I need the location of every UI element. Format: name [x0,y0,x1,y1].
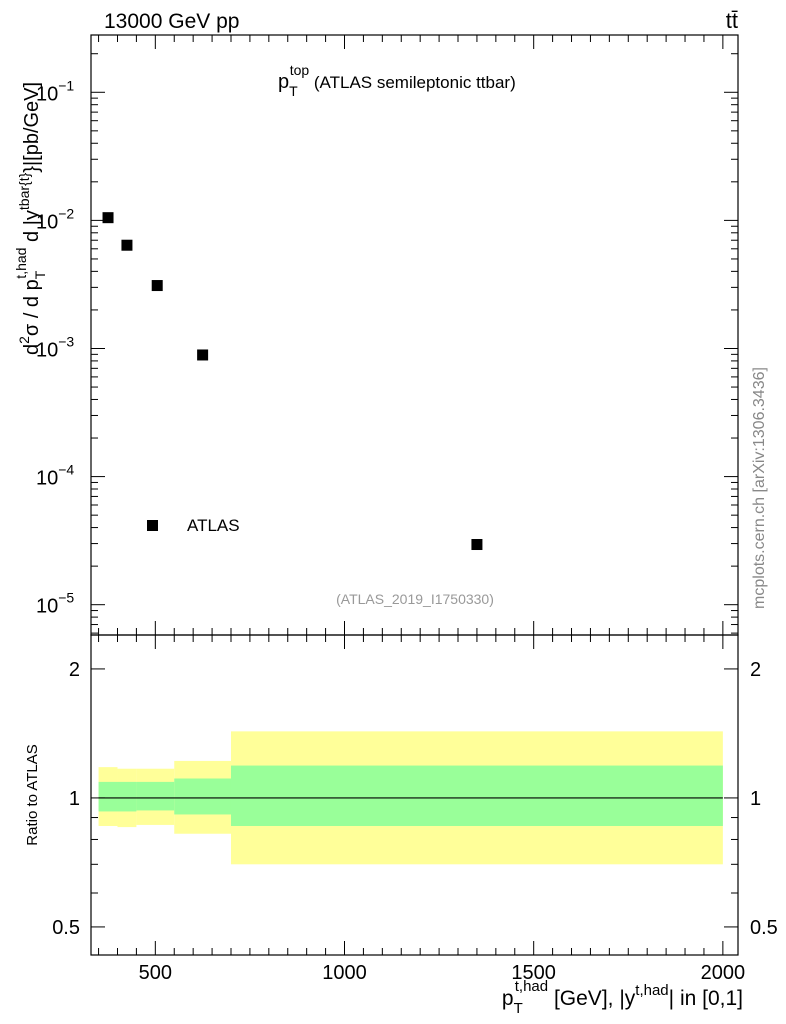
ratio-y-ticks: 0.5 0.5 1 1 2 2 [52,659,778,939]
x-axis-label: pTt,had [GeV], |yt,had| in [0,1] [502,978,743,1017]
x-tick-label: 1000 [322,962,367,984]
main-y-tick-label: 10−2 [36,205,74,233]
stat-uncertainty-band [174,778,231,815]
main-y-tick-label: 10−5 [36,590,74,618]
energy-label: 13000 GeV pp [104,10,239,33]
title-sub: T [289,83,298,99]
main-x-ticks [98,35,724,635]
ratio-y-tick-label: 0.5 [52,917,80,939]
stat-uncertainty-band [117,781,137,812]
main-y-ticks: 10−1 10−2 10−3 10−4 10−5 [36,53,738,634]
ratio-y-tick-label-right: 0.5 [750,917,778,939]
title-p: p [278,71,289,93]
ratio-y-tick-label-right: 1 [750,788,761,810]
ratio-y-tick-label-right: 2 [750,659,761,681]
data-point [151,280,163,292]
stat-uncertainty-band [136,781,175,811]
stat-uncertainty-band [230,765,723,827]
data-point [102,212,114,224]
x-tick-label: 1500 [511,962,556,984]
legend-marker [147,520,158,531]
main-data-points [102,212,483,551]
stat-uncertainty-band [98,781,118,812]
watermark: mcplots.cern.ch [arXiv:1306.3436] [751,367,768,609]
main-plot-frame [90,34,739,636]
data-point [471,539,483,551]
main-y-tick-label: 10−3 [36,333,74,361]
analysis-id: (ATLAS_2019_I1750330) [336,591,494,607]
title-rest: (ATLAS semileptonic ttbar) [309,73,516,92]
ratio-plot-frame [90,634,739,956]
ratio-y-label: Ratio to ATLAS [24,744,41,845]
main-y-tick-label: 10−1 [36,77,74,105]
main-panel: 10−1 10−2 10−3 10−4 10−5 pTtop (ATLAS semile… [13,34,739,636]
main-y-label: d2σ / d pTt,had d |ytbar{t}}|[pb/GeV] [13,82,48,355]
legend-label: ATLAS [187,516,240,535]
x-tick-label: 2000 [701,962,746,984]
ratio-x-ticks: 500 1000 1500 2000 [98,635,746,984]
title-sup: top [290,62,310,78]
main-y-tick-label: 10−4 [36,462,74,490]
process-label: tt̄ [726,8,738,33]
ratio-y-tick-label: 1 [69,788,80,810]
chart-title: pTtop (ATLAS semileptonic ttbar) [278,62,516,99]
ratio-y-tick-label: 2 [69,659,80,681]
data-point [197,349,209,361]
x-tick-label: 500 [139,962,172,984]
ratio-panel: 0.5 0.5 1 1 2 2 500 1000 1500 2000 Ratio to ATLA… [24,634,778,1017]
data-point [121,239,133,251]
